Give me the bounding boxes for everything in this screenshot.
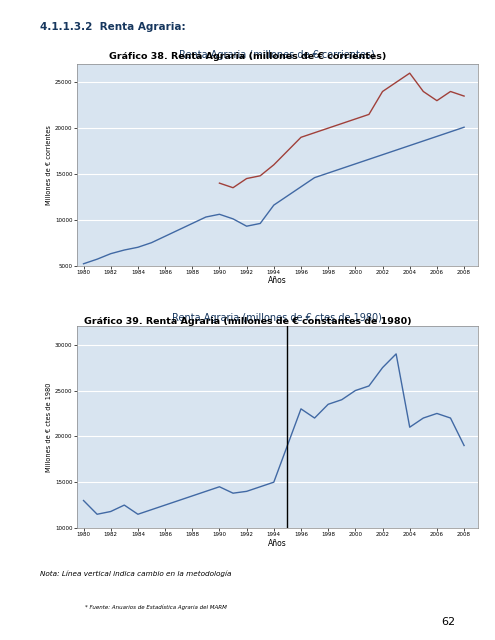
Text: * Fuente: Anuarios de Estadística Agraria del MARM: * Fuente: Anuarios de Estadística Agrari… xyxy=(85,378,227,384)
Y-axis label: Millones de € corrientes: Millones de € corrientes xyxy=(46,125,52,205)
Text: Gráfico 39. Renta Agraria (millones de € constantes de 1980): Gráfico 39. Renta Agraria (millones de €… xyxy=(84,317,411,326)
Text: 4.1.1.3.2  Renta Agraria:: 4.1.1.3.2 Renta Agraria: xyxy=(40,22,185,33)
Title: Renta Agraria (millones de € ctes de 1980): Renta Agraria (millones de € ctes de 198… xyxy=(172,313,382,323)
Text: Nota: Línea vertical indica cambio en la metodología: Nota: Línea vertical indica cambio en la… xyxy=(40,571,231,577)
X-axis label: Años: Años xyxy=(268,276,287,285)
Text: 62: 62 xyxy=(441,617,455,627)
Legend: C.E.A, S.E.C.-95: C.E.A, S.E.C.-95 xyxy=(217,341,337,353)
Text: * Fuente: Anuarios de Estadística Agraria del MARM: * Fuente: Anuarios de Estadística Agrari… xyxy=(85,605,227,610)
X-axis label: Años: Años xyxy=(268,538,287,548)
Y-axis label: Millones de € ctes de 1980: Millones de € ctes de 1980 xyxy=(46,383,52,472)
Text: Gráfico 38. Renta Agraria (millones de € corrientes): Gráfico 38. Renta Agraria (millones de €… xyxy=(109,52,386,61)
Title: Renta Agraria (millones de € corrientes): Renta Agraria (millones de € corrientes) xyxy=(179,51,375,60)
